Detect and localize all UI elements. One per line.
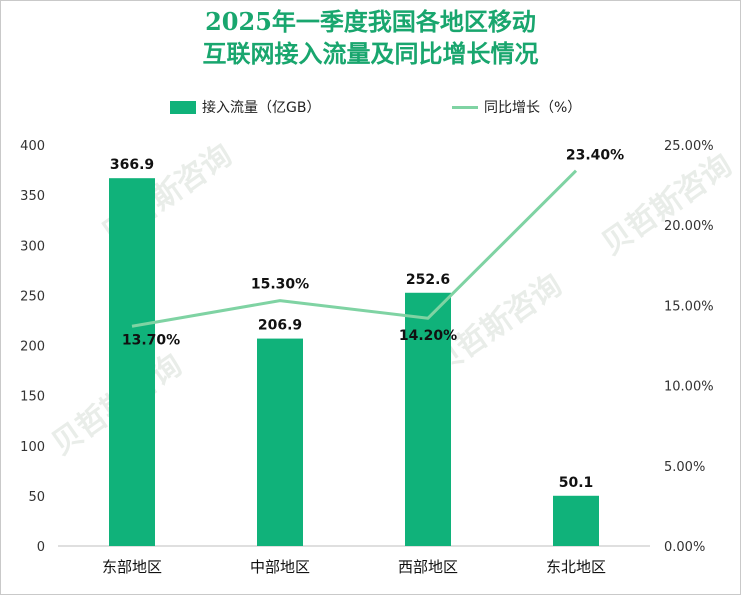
category-label: 中部地区 (250, 558, 310, 576)
chart-title: 2025年一季度我国各地区移动 互联网接入流量及同比增长情况 (0, 6, 741, 70)
left-tick-label: 250 (20, 289, 45, 304)
line-value-label: 14.20% (399, 328, 457, 344)
left-tick-label: 300 (20, 239, 45, 254)
left-tick-label: 100 (20, 440, 45, 455)
bar (553, 495, 599, 546)
line-value-label: 15.30% (251, 277, 309, 293)
bar-value-label: 252.6 (406, 272, 450, 288)
chart-title-line2: 互联网接入流量及同比增长情况 (202, 39, 539, 68)
bar-value-label: 50.1 (559, 475, 594, 491)
legend-swatch-line (452, 105, 478, 109)
line-value-label: 13.70% (122, 332, 180, 348)
legend-item-line: 同比增长（%） (452, 96, 581, 118)
right-tick-label: 20.00% (664, 219, 714, 234)
legend-swatch-bar (170, 100, 196, 114)
right-tick-label: 5.00% (664, 460, 705, 475)
left-tick-label: 200 (20, 340, 45, 355)
left-tick-label: 0 (37, 540, 45, 555)
left-tick-label: 350 (20, 189, 45, 204)
bar (109, 178, 155, 547)
growth-line (131, 169, 578, 328)
legend-label-bar: 接入流量（亿GB） (202, 100, 321, 116)
bar (257, 338, 303, 546)
line-value-label: 23.40% (566, 148, 624, 164)
bar-value-label: 366.9 (110, 157, 154, 173)
left-tick-label: 400 (20, 139, 45, 154)
right-tick-label: 10.00% (664, 380, 714, 395)
bar (405, 292, 451, 546)
right-tick-label: 25.00% (664, 139, 714, 154)
category-label: 西部地区 (398, 558, 458, 576)
category-label: 东部地区 (102, 558, 162, 576)
right-tick-label: 0.00% (664, 540, 705, 555)
bar-value-label: 206.9 (258, 318, 302, 334)
legend-item-bar: 接入流量（亿GB） (170, 96, 320, 118)
category-label: 东北地区 (546, 558, 606, 576)
legend-label-line: 同比增长（%） (484, 100, 582, 116)
chart-title-line1: 2025年一季度我国各地区移动 (205, 7, 536, 36)
right-tick-label: 15.00% (664, 299, 714, 314)
left-tick-label: 50 (28, 490, 45, 505)
left-tick-label: 150 (20, 390, 45, 405)
